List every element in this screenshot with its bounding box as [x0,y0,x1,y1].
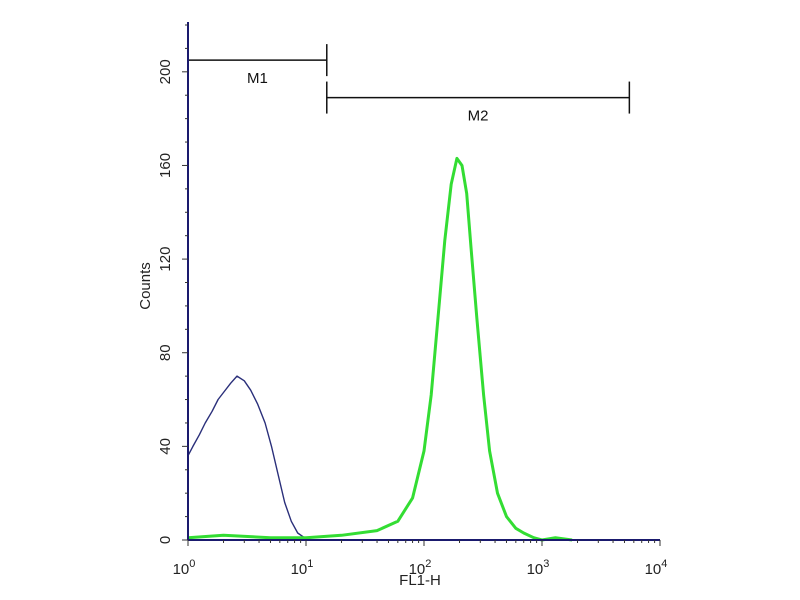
series-line-2 [187,156,573,542]
y-tick-label: 160 [157,153,174,178]
y-tick-label: 200 [157,59,174,84]
x-tick-label: 100 [173,558,196,578]
series-line-1 [187,375,318,541]
x-tick-label: 104 [645,558,668,578]
marker-gates: M1 M2 [187,44,631,125]
y-tick-label: 120 [157,247,174,272]
y-tick-label: 80 [157,344,174,361]
y-tick-label: 40 [157,438,174,455]
x-tick-exponent: 1 [307,558,313,570]
y-tick-label: 0 [157,536,174,544]
y-axis-title: Counts [137,262,154,310]
x-axis-title: FL1-H [399,572,441,589]
x-tick-label: 101 [291,558,314,578]
marker-label: M1 [247,70,268,87]
x-tick-exponent: 4 [661,558,667,570]
plot-area [187,156,573,542]
x-tick-exponent: 0 [189,558,195,570]
x-tick-exponent: 2 [425,558,431,570]
marker-label: M2 [468,108,489,125]
x-tick-label: 103 [527,558,550,578]
x-tick-exponent: 3 [543,558,549,570]
